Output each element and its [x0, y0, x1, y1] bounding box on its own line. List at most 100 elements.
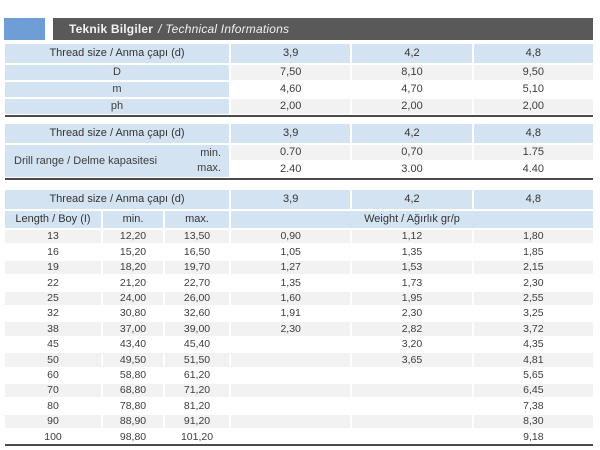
minmax-cell: 91,20: [165, 414, 229, 429]
value-cell: 2,00: [231, 99, 351, 114]
thread-size-value-header: 4,8: [473, 190, 593, 209]
minmax-cell: 32,60: [165, 306, 229, 321]
weight-cell: 3,20: [352, 337, 472, 352]
thread-size-header-cell: Thread size / Anma çapı (d): [5, 44, 229, 63]
weight-cell: [231, 399, 351, 413]
thread-size-value-header: 4,8: [473, 44, 593, 63]
value-cell: 0,70: [352, 145, 472, 160]
value-cell: 3.00: [352, 162, 472, 177]
drill-range-table: Thread size / Anma çapı (d) 3,9 4,2 4,8 Dril…: [5, 124, 593, 180]
row-label-cell: ph: [5, 99, 229, 114]
length-cell: 32: [5, 306, 101, 321]
thread-size-value-header: 3,9: [231, 124, 351, 143]
minmax-cell: 81,20: [165, 399, 229, 413]
weight-cell: 1,73: [352, 276, 472, 290]
minmax-cell: 13,50: [165, 230, 229, 244]
minmax-cell: 21,20: [103, 276, 163, 290]
value-cell: 0.70: [231, 145, 351, 160]
minmax-cell: 58,80: [103, 368, 163, 382]
minmax-label: min.: [200, 147, 221, 159]
weight-cell: 4,35: [473, 337, 593, 352]
minmax-cell: 16,50: [165, 245, 229, 259]
weight-cell: [352, 368, 472, 382]
weight-cell: 1,80: [473, 230, 593, 244]
thread-size-value-header: 4,2: [352, 124, 472, 143]
thread-size-value-header: 3,9: [231, 44, 351, 63]
weight-cell: 1,35: [231, 276, 351, 290]
minmax-cell: 45,40: [165, 337, 229, 352]
length-cell: 70: [5, 383, 101, 398]
weight-cell: 4,81: [473, 353, 593, 367]
weight-cell: [231, 414, 351, 429]
value-cell: 7,50: [231, 65, 351, 80]
minmax-cell: 101,20: [165, 430, 229, 444]
thread-size-header-cell: Thread size / Anma çapı (d): [5, 190, 229, 209]
weight-cell: 2,30: [352, 306, 472, 321]
weight-cell: 5,65: [473, 368, 593, 382]
minmax-cell: 12,20: [103, 230, 163, 244]
weight-cell: [231, 368, 351, 382]
value-cell: 4,70: [352, 82, 472, 97]
weight-cell: [231, 383, 351, 398]
minmax-cell: 61,20: [165, 368, 229, 382]
length-cell: 80: [5, 399, 101, 413]
page-title-english: / Technical Informations: [158, 22, 290, 36]
value-cell: 9,50: [473, 65, 593, 80]
length-weight-table: Thread size / Anma çapı (d) 3,9 4,2 4,8 Leng…: [5, 190, 593, 447]
minmax-cell: 22,70: [165, 276, 229, 290]
weight-cell: 7,38: [473, 399, 593, 413]
weight-header-cell: Weight / Ağırlık gr/p: [231, 211, 593, 228]
weight-cell: 0,90: [231, 230, 351, 244]
weight-cell: [352, 430, 472, 444]
page-title-turkish: Teknik Bilgiler: [69, 22, 154, 36]
table-bottom-rule: [5, 178, 593, 180]
weight-cell: [231, 353, 351, 367]
length-cell: 100: [5, 430, 101, 444]
weight-cell: 1,95: [352, 291, 472, 305]
weight-cell: 1,12: [352, 230, 472, 244]
weight-cell: 2,30: [473, 276, 593, 290]
minmax-cell: 39,00: [165, 322, 229, 336]
length-cell: 16: [5, 245, 101, 259]
minmax-cell: 71,20: [165, 383, 229, 398]
minmax-cell: 24,00: [103, 291, 163, 305]
value-cell: 8,10: [352, 65, 472, 80]
length-cell: 38: [5, 322, 101, 336]
thread-size-table: Thread size / Anma çapı (d) 3,9 4,2 4,8 D 7,5…: [5, 44, 593, 117]
weight-cell: 1,85: [473, 245, 593, 259]
minmax-label: max.: [197, 162, 221, 174]
length-cell: 60: [5, 368, 101, 382]
minmax-cell: 78,80: [103, 399, 163, 413]
value-cell: 5,10: [473, 82, 593, 97]
thread-size-value-header: 4,2: [352, 44, 472, 63]
drill-range-group-label: Drill range / Delme kapasitesi min. max.: [5, 145, 229, 177]
value-cell: 2,00: [473, 99, 593, 114]
weight-cell: [352, 414, 472, 429]
minmax-cell: 88,90: [103, 414, 163, 429]
title-row: Teknik Bilgiler / Technical Informations: [4, 18, 593, 40]
minmax-cell: 37,00: [103, 322, 163, 336]
weight-cell: 2,30: [231, 322, 351, 336]
minmax-cell: 49,50: [103, 353, 163, 367]
length-cell: 50: [5, 353, 101, 367]
minmax-cell: 26,00: [165, 291, 229, 305]
weight-cell: 1,53: [352, 260, 472, 275]
thread-size-value-header: 4,2: [352, 190, 472, 209]
weight-cell: 9,18: [473, 430, 593, 444]
weight-cell: 1,05: [231, 245, 351, 259]
minmax-cell: 18,20: [103, 260, 163, 275]
value-cell: 2,00: [352, 99, 472, 114]
length-cell: 90: [5, 414, 101, 429]
weight-cell: 3,65: [352, 353, 472, 367]
weight-cell: 2,15: [473, 260, 593, 275]
length-cell: 45: [5, 337, 101, 352]
minmax-cell: 51,50: [165, 353, 229, 367]
value-cell: 4,60: [231, 82, 351, 97]
row-label-cell: D: [5, 65, 229, 80]
weight-cell: 1,60: [231, 291, 351, 305]
minmax-cell: 98,80: [103, 430, 163, 444]
thread-size-value-header: 4,8: [473, 124, 593, 143]
weight-cell: 1,27: [231, 260, 351, 275]
weight-cell: 8,30: [473, 414, 593, 429]
